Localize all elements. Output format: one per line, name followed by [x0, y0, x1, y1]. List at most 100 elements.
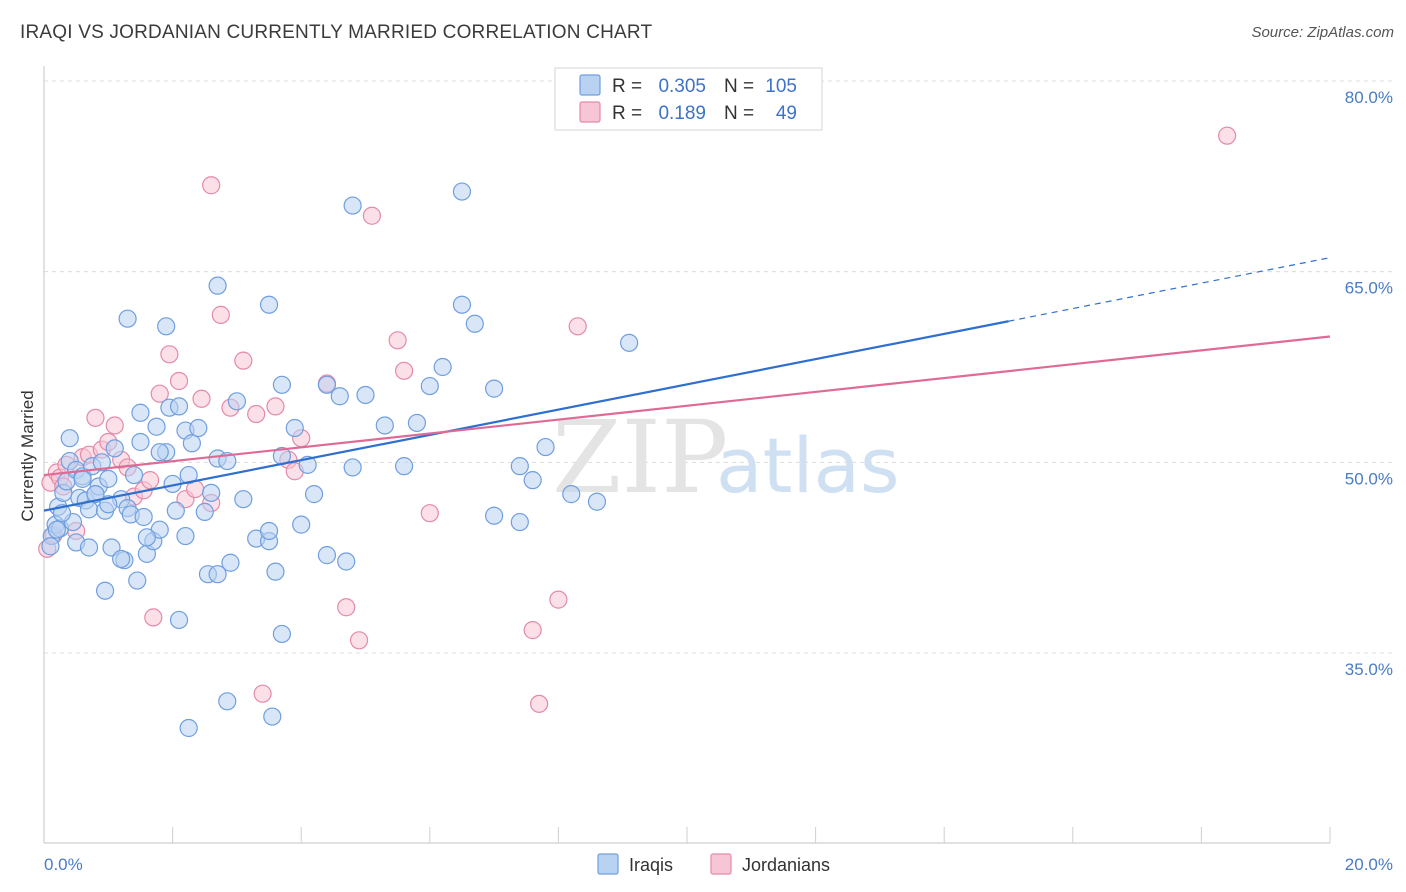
jordanians-point: [420, 504, 439, 523]
iraqis-point: [452, 182, 472, 201]
jordanians-point: [160, 345, 179, 364]
iraqis-trend-line: [43, 320, 1009, 512]
iraqis-point: [420, 376, 439, 396]
iraqis-point: [394, 457, 414, 476]
iraqis-point: [134, 507, 153, 527]
iraqis-point: [118, 309, 137, 328]
iraqis-point: [112, 549, 131, 569]
jordanians-point: [253, 684, 272, 703]
x-tick-label: 0.0%: [44, 855, 83, 874]
jordanians-point: [349, 631, 369, 650]
iraqis-point: [179, 718, 198, 738]
iraqis-point: [330, 387, 349, 406]
iraqis-point: [266, 562, 285, 581]
legend-swatch: [597, 853, 619, 875]
legend-swatch: [579, 74, 601, 96]
iraqis-point: [99, 469, 118, 488]
y-tick-label: 50.0%: [1345, 469, 1393, 488]
iraqis-point: [179, 465, 198, 485]
legend-n-value: 105: [765, 76, 797, 97]
jordanians-point: [523, 621, 542, 640]
legend-swatch: [579, 101, 601, 123]
iraqis-point: [105, 439, 124, 458]
iraqis-point: [272, 624, 292, 644]
iraqis-point: [227, 392, 246, 411]
legend-correlation: R = 0.305 N = 105 R = 0.189 N = 49: [554, 67, 823, 131]
iraqis-point: [169, 397, 189, 416]
y-axis-label: Currently Married: [18, 390, 37, 521]
iraqis-point: [195, 502, 214, 522]
y-tick-label: 80.0%: [1345, 88, 1393, 107]
iraqis-point: [234, 490, 253, 509]
iraqis-point: [510, 457, 529, 476]
jordanians-point: [388, 331, 407, 350]
iraqis-point: [208, 276, 227, 295]
iraqis-point: [465, 314, 484, 333]
iraqis-point: [189, 418, 208, 438]
legend-swatch: [710, 853, 732, 875]
iraqis-point: [304, 485, 324, 504]
jordanians-point: [211, 305, 230, 324]
iraqis-point: [147, 417, 166, 436]
iraqis-point: [182, 434, 201, 453]
iraqis-point: [166, 501, 185, 520]
iraqis-point: [407, 413, 427, 433]
jordanians-point: [549, 590, 568, 609]
iraqis-point: [202, 483, 221, 502]
watermark-zip: ZIP: [552, 399, 728, 516]
iraqis-point: [536, 437, 555, 457]
iraqis-point: [263, 707, 282, 726]
jordanians-point: [234, 351, 253, 370]
iraqis-point: [128, 571, 147, 590]
iraqis-point: [485, 379, 504, 398]
iraqis-point: [218, 692, 237, 711]
iraqis-point: [356, 385, 375, 405]
iraqis-point: [137, 528, 156, 547]
iraqis-point: [131, 403, 150, 422]
iraqis-point: [124, 465, 144, 485]
jordanians-point: [144, 608, 163, 627]
iraqis-point: [79, 538, 99, 557]
legend-n-value: 49: [776, 103, 797, 124]
iraqis-point: [208, 565, 227, 584]
iraqis-point: [86, 485, 105, 504]
iraqis-point: [375, 416, 394, 435]
y-tick-label: 35.0%: [1345, 660, 1393, 679]
trendlines: [43, 257, 1331, 512]
jordanians-point: [362, 206, 382, 225]
jordanians-point: [169, 371, 189, 391]
jordanians-point: [337, 598, 356, 617]
chart-source: Source: ZipAtlas.com: [1251, 24, 1394, 41]
legend-label: Jordanians: [742, 855, 830, 875]
iraqis-point: [47, 520, 66, 539]
legend-r-value: 0.189: [658, 103, 706, 124]
iraqis-point: [259, 295, 279, 314]
iraqis-trend-extension: [1008, 257, 1331, 322]
iraqis-point: [317, 546, 337, 565]
legend-r-label: R =: [612, 103, 642, 124]
tick-labels: 35.0% 50.0% 65.0% 80.0% 0.0% 20.0% Currently M…: [18, 88, 1393, 874]
iraqis-point: [176, 526, 195, 546]
iraqis-point: [433, 357, 452, 377]
iraqis-point: [343, 458, 362, 477]
iraqis-point: [343, 196, 362, 215]
watermark-atlas: atlas: [716, 421, 900, 510]
jordanians-point: [192, 389, 211, 408]
iraqis-point: [41, 537, 60, 556]
legend-series: Iraqis Jordanians: [597, 853, 830, 875]
jordanians-point: [394, 361, 414, 380]
iraqis-point: [285, 418, 304, 438]
iraqis-point: [510, 512, 529, 532]
jordanians-point: [1218, 126, 1237, 145]
jordanians-point: [568, 317, 587, 336]
iraqis-point: [292, 515, 311, 534]
jordanians-trend-line: [43, 335, 1331, 477]
iraqis-point: [562, 485, 581, 504]
legend-n-label: N =: [724, 103, 754, 124]
iraqis-point: [73, 469, 92, 488]
chart-title: IRAQI VS JORDANIAN CURRENTLY MARRIED COR…: [20, 22, 653, 43]
jordanians-point: [247, 404, 266, 424]
jordanians-point: [150, 384, 169, 403]
